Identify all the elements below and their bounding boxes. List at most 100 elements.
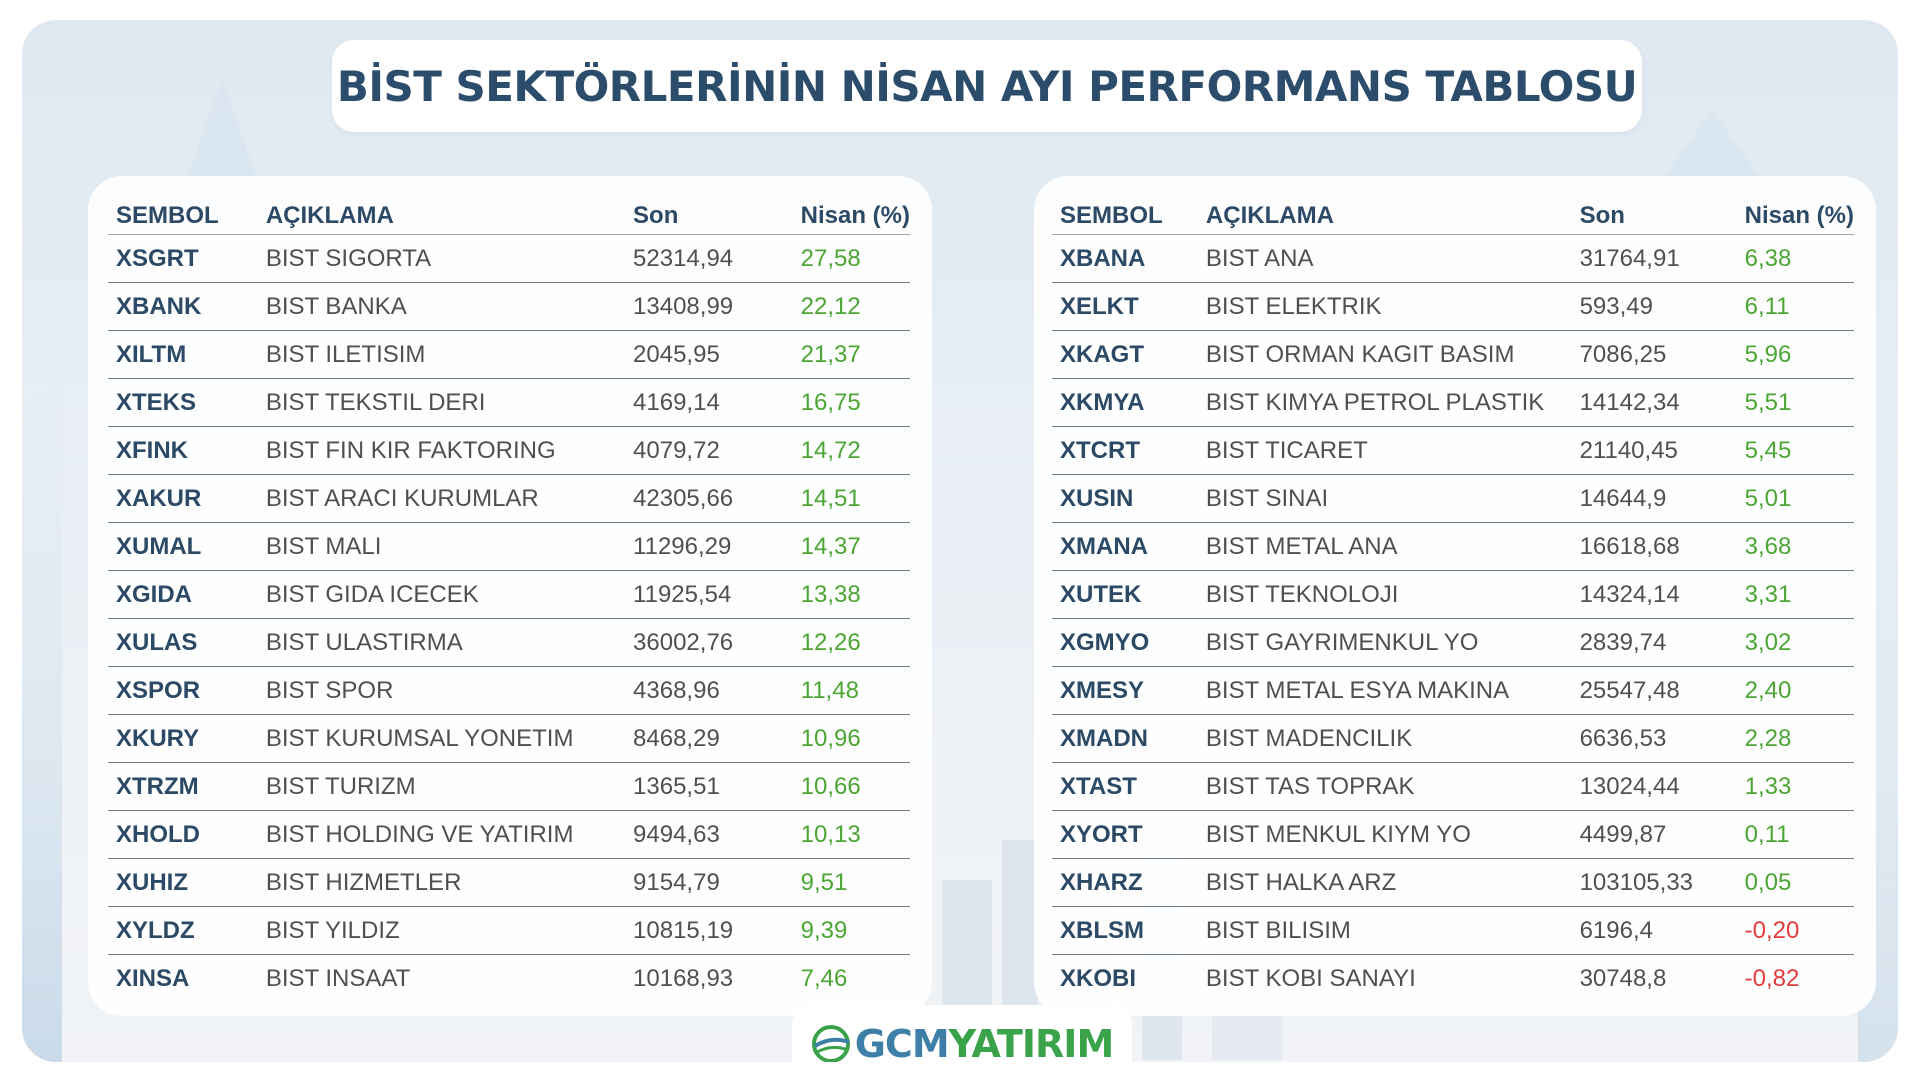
table-row: XAKUR BIST ARACI KURUMLAR 42305,66 14,51	[108, 474, 910, 523]
row-change-percent: 10,66	[792, 762, 910, 811]
row-last-value: 25547,48	[1571, 666, 1737, 715]
table-row: XKOBI BIST KOBI SANAYI 30748,8 -0,82	[1052, 955, 1854, 1003]
row-last-value: 21140,45	[1571, 426, 1737, 475]
header-description: AÇIKLAMA	[1197, 198, 1572, 235]
table-row: XULAS BIST ULASTIRMA 36002,76 12,26	[108, 618, 910, 667]
row-last-value: 7086,25	[1571, 330, 1737, 379]
row-last-value: 11925,54	[625, 570, 793, 619]
row-description: BIST TURIZM	[257, 762, 626, 811]
row-symbol: XTEKS	[108, 378, 258, 427]
page-title: BİST SEKTÖRLERİNİN NİSAN AYI PERFORMANS …	[336, 61, 1638, 111]
row-description: BIST TAS TOPRAK	[1197, 762, 1572, 811]
row-description: BIST ELEKTRIK	[1197, 282, 1572, 331]
row-symbol: XUTEK	[1052, 570, 1198, 619]
row-symbol: XYLDZ	[108, 906, 258, 955]
row-symbol: XUMAL	[108, 522, 258, 571]
row-last-value: 13024,44	[1571, 762, 1737, 811]
row-change-percent: 22,12	[792, 282, 910, 331]
row-description: BIST ULASTIRMA	[257, 618, 626, 667]
table-header-row: SEMBOL AÇIKLAMA Son Nisan (%)	[108, 198, 910, 235]
table-row: XKURY BIST KURUMSAL YONETIM 8468,29 10,96	[108, 714, 910, 763]
row-change-percent: 12,26	[792, 618, 910, 667]
header-symbol: SEMBOL	[1052, 198, 1198, 235]
row-last-value: 36002,76	[625, 618, 793, 667]
row-last-value: 52314,94	[625, 234, 793, 283]
table-row: XBANA BIST ANA 31764,91 6,38	[1052, 234, 1854, 283]
row-change-percent: 11,48	[792, 666, 910, 715]
table-row: XYORT BIST MENKUL KIYM YO 4499,87 0,11	[1052, 810, 1854, 859]
table-row: XHOLD BIST HOLDING VE YATIRIM 9494,63 10,13	[108, 810, 910, 859]
table-row: XSPOR BIST SPOR 4368,96 11,48	[108, 666, 910, 715]
row-symbol: XBANA	[1052, 234, 1198, 283]
header-description: AÇIKLAMA	[257, 198, 626, 235]
row-last-value: 4499,87	[1571, 810, 1737, 859]
row-description: BIST INSAAT	[265, 964, 411, 992]
row-symbol: XAKUR	[108, 474, 258, 523]
logo-gcm: GCM	[854, 1022, 950, 1062]
header-symbol: SEMBOL	[108, 198, 258, 235]
row-symbol: XSGRT	[108, 234, 258, 283]
row-symbol: XELKT	[1052, 282, 1198, 331]
row-description: BIST BANKA	[257, 282, 626, 331]
logo-yatirim: YATIRIM	[948, 1022, 1115, 1062]
row-change-percent: 16,75	[792, 378, 910, 427]
row-symbol: XTAST	[1052, 762, 1198, 811]
table-row: XSGRT BIST SIGORTA 52314,94 27,58	[108, 234, 910, 283]
row-change-percent: 3,68	[1736, 522, 1854, 571]
row-last-value: 10168,93	[633, 964, 734, 992]
row-last-value: 103105,33	[1571, 858, 1737, 907]
row-description: BIST MENKUL KIYM YO	[1197, 810, 1572, 859]
row-last-value: 42305,66	[625, 474, 793, 523]
right-table-panel: SEMBOL AÇIKLAMA Son Nisan (%) XBANA BIST …	[1034, 176, 1876, 1016]
row-symbol: XTRZM	[108, 762, 258, 811]
row-description: BIST MALI	[257, 522, 626, 571]
table-row: XILTM BIST ILETISIM 2045,95 21,37	[108, 330, 910, 379]
header-last: Son	[1571, 198, 1737, 235]
row-last-value: 1365,51	[625, 762, 793, 811]
row-last-value: 8468,29	[625, 714, 793, 763]
row-last-value: 2045,95	[625, 330, 793, 379]
row-change-percent: 14,51	[792, 474, 910, 523]
row-symbol: XMANA	[1052, 522, 1198, 571]
row-description: BIST KURUMSAL YONETIM	[257, 714, 626, 763]
row-last-value: 14324,14	[1571, 570, 1737, 619]
header-change: Nisan (%)	[1736, 198, 1854, 235]
table-row: XYLDZ BIST YILDIZ 10815,19 9,39	[108, 906, 910, 955]
row-last-value: 593,49	[1571, 282, 1737, 331]
row-symbol: XKURY	[108, 714, 258, 763]
row-description: BIST ANA	[1197, 234, 1572, 283]
row-change-percent: 0,11	[1736, 810, 1854, 859]
row-symbol: XILTM	[108, 330, 258, 379]
row-change-percent: 9,39	[792, 906, 910, 955]
row-change-percent: 14,72	[792, 426, 910, 475]
row-description: BIST METAL ANA	[1197, 522, 1572, 571]
row-symbol: XGIDA	[108, 570, 258, 619]
row-description: BIST SIGORTA	[257, 234, 626, 283]
row-last-value: 4169,14	[625, 378, 793, 427]
row-description: BIST FIN KIR FAKTORING	[257, 426, 626, 475]
row-last-value: 2839,74	[1571, 618, 1737, 667]
row-change-percent: 1,33	[1736, 762, 1854, 811]
table-row: XUHIZ BIST HIZMETLER 9154,79 9,51	[108, 858, 910, 907]
row-symbol: XSPOR	[108, 666, 258, 715]
row-description: BIST TICARET	[1197, 426, 1572, 475]
header-change: Nisan (%)	[792, 198, 910, 235]
row-symbol: XMADN	[1052, 714, 1198, 763]
row-symbol: XUSIN	[1052, 474, 1198, 523]
table-row: XHARZ BIST HALKA ARZ 103105,33 0,05	[1052, 858, 1854, 907]
row-symbol: XKOBI	[1060, 964, 1137, 992]
row-description: BIST TEKSTIL DERI	[257, 378, 626, 427]
table-row: XKAGT BIST ORMAN KAGIT BASIM 7086,25 5,96	[1052, 330, 1854, 379]
row-change-percent: 5,96	[1736, 330, 1854, 379]
table-row: XKMYA BIST KIMYA PETROL PLASTIK 14142,34 5,…	[1052, 378, 1854, 427]
row-description: BIST SPOR	[257, 666, 626, 715]
row-change-percent: 14,37	[792, 522, 910, 571]
row-symbol: XYORT	[1052, 810, 1198, 859]
row-change-percent: 27,58	[792, 234, 910, 283]
right-table-body: XBANA BIST ANA 31764,91 6,38 XELKT BIST ELEKT…	[1052, 234, 1854, 1003]
row-symbol: XMESY	[1052, 666, 1198, 715]
row-description: BIST TEKNOLOJI	[1197, 570, 1572, 619]
table-row: XFINK BIST FIN KIR FAKTORING 4079,72 14,72	[108, 426, 910, 475]
row-symbol: XHARZ	[1052, 858, 1198, 907]
row-last-value: 31764,91	[1571, 234, 1737, 283]
